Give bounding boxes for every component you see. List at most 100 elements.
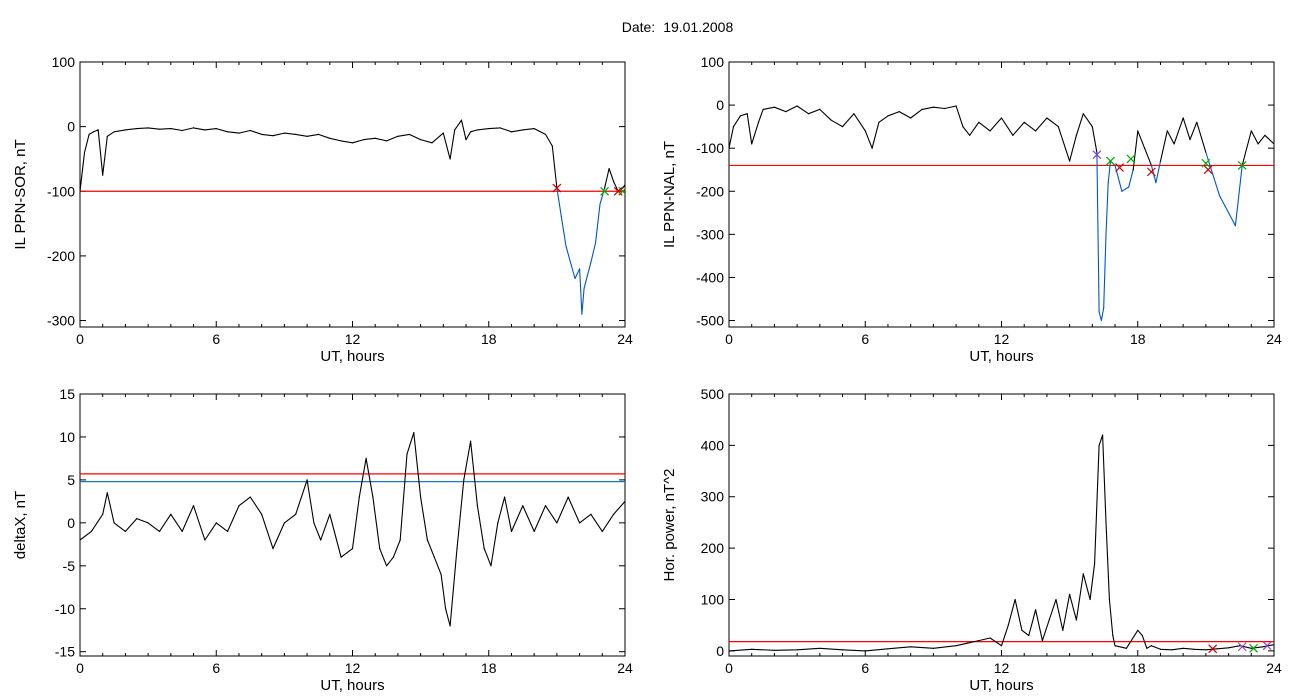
nal-data-point — [1035, 130, 1037, 132]
nal-xtick-label: 6 — [861, 331, 869, 347]
deltax-data-point — [497, 522, 499, 524]
deltax-data-point — [449, 625, 451, 627]
nal-series-line — [1150, 160, 1162, 184]
deltax-plot-frame — [79, 393, 626, 657]
power-data-point — [819, 647, 821, 649]
sor-data-point — [599, 203, 601, 205]
sor-data-point — [124, 129, 126, 131]
power-data-point — [932, 647, 935, 649]
nal-data-point — [944, 107, 946, 110]
nal-data-point — [1250, 130, 1252, 132]
nal-data-point — [1132, 169, 1134, 171]
deltax-data-point — [192, 505, 195, 507]
power-event-marker — [1262, 641, 1272, 651]
deltax-data-point — [392, 556, 394, 558]
power-y-axis-title: Hor. power, nT^2 — [661, 469, 678, 582]
power-data-point — [1228, 647, 1230, 649]
nal-xtick-label: 24 — [1266, 331, 1282, 347]
deltax-data-point — [372, 496, 374, 498]
power-ytick-label: 0 — [716, 643, 724, 659]
deltax-xtick-label: 6 — [212, 660, 220, 676]
sor-data-point — [136, 128, 138, 130]
nal-data-point — [1012, 134, 1014, 136]
deltax-xtick-label: 0 — [76, 660, 84, 676]
nal-data-point — [1069, 160, 1071, 162]
deltax-ytick-label: -5 — [63, 558, 76, 574]
deltax-data-point — [433, 556, 435, 558]
sor-ytick-label: 100 — [52, 54, 76, 70]
sor-xtick-label: 6 — [212, 331, 220, 347]
nal-data-point — [932, 106, 935, 108]
deltax-data-point — [204, 539, 206, 541]
deltax-data-point — [170, 513, 172, 515]
power-data-point — [1102, 434, 1104, 436]
nal-y-axis-title: IL PPN-NAL, nT — [661, 141, 678, 248]
power-ytick-label: 100 — [701, 591, 725, 607]
deltax-data-point — [80, 539, 81, 541]
power-data-point — [989, 637, 991, 639]
power-data-point — [1250, 647, 1252, 649]
nal-data-point — [1082, 113, 1084, 115]
nal-data-point — [921, 108, 923, 110]
nal-event-marker — [1146, 167, 1156, 177]
deltax-data-point — [181, 530, 183, 533]
nal-ytick-label: -300 — [696, 226, 724, 242]
nal-series-line — [1205, 152, 1243, 227]
deltax-data-point — [249, 496, 251, 498]
power-data-point — [864, 650, 866, 652]
nal-data-point — [1128, 186, 1130, 188]
deltax-data-point — [556, 522, 558, 524]
deltax-xtick-label: 12 — [345, 660, 361, 676]
power-data-point — [1048, 619, 1050, 621]
power-data-point — [1262, 646, 1264, 648]
deltax-data-point — [340, 556, 342, 558]
deltax-data-point — [351, 548, 354, 550]
deltax-data-point — [90, 530, 92, 533]
nal-data-point — [910, 117, 912, 119]
nal-data-point — [1091, 126, 1093, 128]
sor-series-line — [604, 168, 625, 192]
nal-data-point — [1103, 307, 1105, 309]
deltax-data-point — [136, 518, 138, 520]
deltax-data-point — [456, 548, 458, 550]
power-data-point — [955, 645, 957, 647]
nal-x-axis-title: UT, hours — [969, 348, 1033, 365]
nal-data-point — [1173, 143, 1175, 145]
deltax-data-point — [601, 530, 603, 533]
sor-xtick-label: 18 — [481, 331, 497, 347]
nal-data-point — [1273, 143, 1274, 145]
nal-data-point — [1105, 233, 1107, 235]
power-data-point — [1146, 647, 1148, 649]
power-data-point — [1069, 593, 1071, 596]
deltax-data-point — [295, 513, 297, 515]
sor-data-point — [158, 128, 161, 130]
power-data-point — [1273, 644, 1274, 646]
nal-series-line — [729, 105, 1098, 162]
nal-data-point — [898, 111, 900, 113]
deltax-panel: 0 6 12 18 24 -15 -10 -5 0 5 10 15 UT, hours deltaX, n… — [12, 386, 633, 694]
deltax-data-point — [102, 513, 104, 515]
sor-data-point — [470, 131, 472, 133]
sor-data-point — [408, 133, 410, 135]
sor-data-point — [465, 139, 467, 141]
deltax-data-point — [320, 539, 322, 541]
nal-data-point — [1098, 311, 1100, 313]
deltax-ytick-label: 15 — [59, 386, 75, 402]
deltax-data-point — [470, 440, 472, 442]
sor-data-point — [192, 127, 195, 129]
power-data-point — [1182, 647, 1184, 649]
power-xtick-label: 12 — [994, 660, 1010, 676]
nal-data-point — [1218, 195, 1221, 197]
nal-data-point — [1234, 225, 1236, 227]
sor-data-point — [386, 140, 388, 142]
sor-data-point — [261, 133, 263, 135]
nal-data-point — [773, 106, 776, 108]
power-data-point — [1193, 648, 1196, 650]
power-data-point — [1171, 649, 1173, 651]
deltax-data-point — [106, 492, 108, 494]
deltax-data-point — [483, 548, 485, 550]
power-data-point — [910, 646, 912, 648]
power-event-marker — [1237, 642, 1247, 652]
nal-data-point — [955, 105, 957, 107]
sor-xtick-label: 0 — [76, 331, 84, 347]
